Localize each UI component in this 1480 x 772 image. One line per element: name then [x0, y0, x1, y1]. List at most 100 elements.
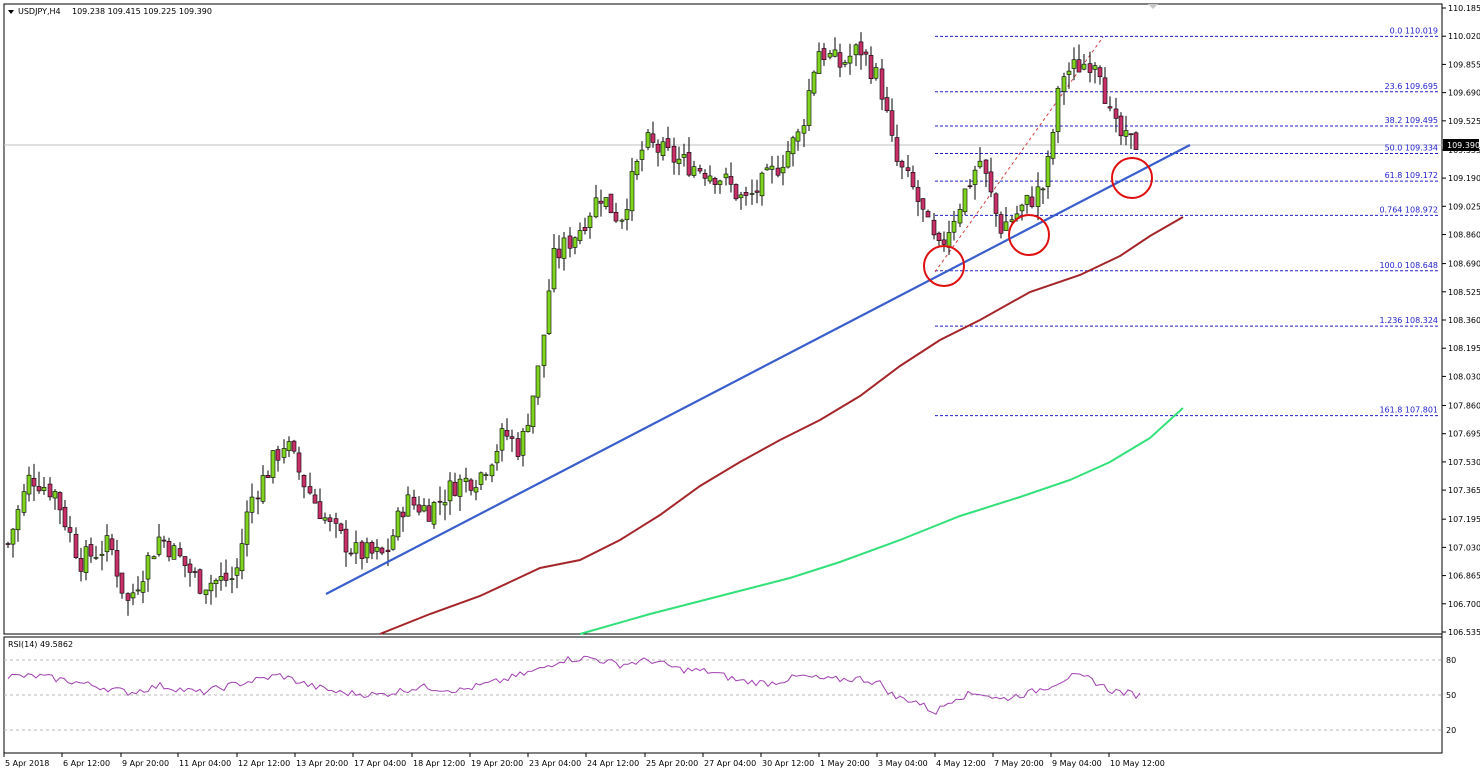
candle-bull — [322, 517, 328, 521]
touch-circle-2 — [1008, 214, 1050, 256]
fibonacci-levels: 0.0 110.019 23.6 109.695 38.2 109.495 50.0 … — [935, 26, 1440, 417]
candle-bull — [1035, 186, 1041, 207]
candle-bull — [1071, 59, 1077, 69]
candle-bear — [775, 167, 781, 176]
candle-bull — [619, 219, 625, 222]
moving-average-green — [579, 407, 1184, 635]
candle-bull — [535, 365, 541, 398]
candle-bear — [411, 496, 417, 506]
price-axis-label: 108.030 — [1448, 372, 1480, 381]
candle-bull — [83, 546, 89, 573]
candle-bull — [962, 188, 968, 213]
candle-bear — [187, 563, 193, 573]
price-axis-label: 109.690 — [1448, 89, 1480, 98]
candle-bear — [899, 160, 905, 168]
candle-bull — [561, 237, 567, 259]
candle-bear — [197, 569, 203, 594]
candle-bull — [1081, 63, 1087, 70]
candle-bear — [177, 548, 183, 557]
candle-bear — [988, 171, 994, 193]
candle-bear — [1118, 115, 1124, 137]
candle-bear — [468, 479, 474, 491]
candle-bear — [905, 167, 911, 171]
candle-bull — [795, 131, 801, 142]
fib-label: 0.764 108.972 — [1379, 205, 1438, 214]
candle-bear — [655, 143, 661, 153]
time-axis-label: 12 Apr 12:00 — [238, 759, 290, 768]
candle-bull — [780, 166, 786, 174]
price-axis-label: 106.535 — [1448, 628, 1480, 637]
support-trendline — [325, 144, 1191, 595]
rsi-line — [7, 655, 1141, 715]
candle-bear — [348, 552, 354, 555]
candle-bear — [291, 440, 297, 452]
candle-bull — [790, 137, 796, 155]
candle-bull — [405, 494, 411, 517]
candle-bull — [832, 49, 838, 57]
candle-bear — [504, 430, 510, 437]
price-axis-label: 108.195 — [1448, 344, 1480, 353]
candle-bull — [977, 160, 983, 168]
price-axis-label: 110.020 — [1448, 32, 1480, 41]
candle-bull — [171, 545, 177, 560]
candle-bull — [431, 502, 437, 525]
price-axis-label: 109.025 — [1448, 202, 1480, 211]
candle-bear — [613, 212, 619, 222]
time-axis-label: 13 Apr 20:00 — [296, 759, 348, 768]
candle-bull — [1050, 132, 1056, 159]
candle-bear — [338, 523, 344, 531]
candle-bear — [88, 544, 94, 557]
candle-bear — [1133, 132, 1139, 150]
candle-bear — [312, 494, 318, 504]
time-axis-label: 18 Apr 12:00 — [413, 759, 465, 768]
candle-bull — [811, 71, 817, 94]
candle-bear — [301, 475, 307, 488]
price-axis-label: 107.365 — [1448, 486, 1480, 495]
candle-bear — [62, 506, 68, 528]
candle-bull — [52, 491, 58, 499]
candle-bear — [868, 54, 874, 79]
current-price-label: 109.390 — [1447, 141, 1480, 150]
candle-bull — [99, 553, 105, 556]
candle-bear — [728, 176, 734, 185]
candle-bear — [515, 438, 521, 457]
price-axis-label: 109.190 — [1448, 174, 1480, 183]
candle-bull — [972, 169, 978, 185]
time-axis-label: 7 May 20:00 — [994, 759, 1044, 768]
candle-bull — [842, 62, 848, 65]
candle-bear — [967, 185, 973, 188]
fib-label: 1.236 108.324 — [1379, 316, 1438, 325]
candle-bull — [353, 542, 359, 554]
candle-bull — [624, 209, 630, 220]
candle-bear — [223, 572, 229, 581]
candle-bear — [426, 505, 432, 522]
candle-bull — [213, 579, 219, 584]
time-axis-label: 23 Apr 04:00 — [529, 759, 581, 768]
candle-bull — [478, 472, 484, 485]
fib-label: 100.0 108.648 — [1379, 261, 1438, 270]
rsi-panel-frame — [3, 636, 1443, 754]
candle-bear — [192, 571, 198, 573]
candle-bull — [364, 542, 370, 559]
candle-bull — [853, 44, 859, 56]
candle-bear — [889, 110, 895, 136]
menu-triangle-icon[interactable] — [8, 10, 14, 14]
candle-bull — [156, 536, 162, 555]
candle-bear — [712, 177, 718, 185]
candle-bear — [858, 41, 864, 56]
candle-bear — [1097, 67, 1103, 78]
candle-bull — [390, 535, 396, 550]
fib-label: 0.0 110.019 — [1390, 26, 1438, 35]
candle-bull — [1003, 221, 1009, 231]
candle-bear — [385, 549, 391, 553]
candle-bull — [499, 428, 505, 451]
candle-bull — [827, 53, 833, 58]
candle-bull — [749, 193, 755, 195]
time-axis-label: 10 May 12:00 — [1110, 759, 1165, 768]
time-axis-label: 24 Apr 12:00 — [587, 759, 639, 768]
price-axis-label: 106.865 — [1448, 572, 1480, 581]
candle-bull — [239, 543, 245, 572]
candle-bear — [697, 168, 703, 172]
candle-bear — [879, 68, 885, 100]
candle-bear — [920, 198, 926, 210]
